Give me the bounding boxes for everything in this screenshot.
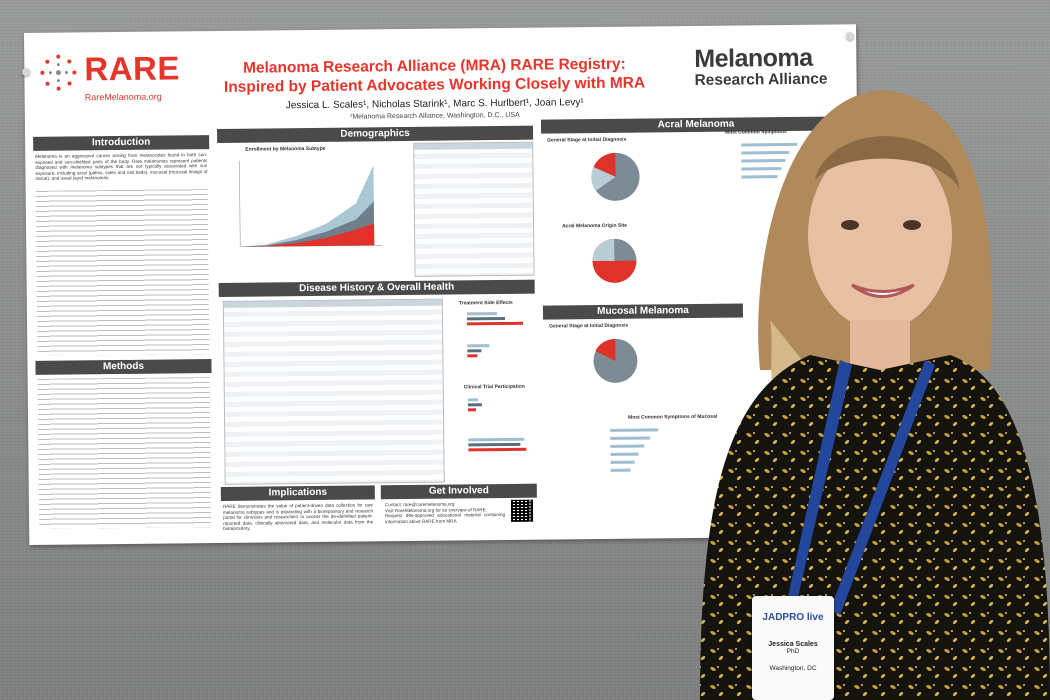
section-introduction: Introduction (33, 135, 210, 151)
mucosal-symptom-bar (610, 436, 651, 440)
section-get-involved: Get Involved (380, 483, 537, 500)
mucosal-symptom-bar (610, 460, 635, 464)
clinical-trial-bar (468, 437, 525, 442)
smile (851, 283, 915, 298)
introduction-body-lines (35, 189, 210, 356)
mucosal-stage-title: General Stage at Initial Diagnosis (549, 322, 629, 330)
section-methods: Methods (35, 359, 212, 375)
clinical-trial-bar (467, 398, 478, 402)
implications-text: RARE demonstrates the value of patient-d… (222, 502, 374, 532)
get-involved-item: Request IRB-approved educational materia… (385, 512, 506, 525)
side-effects-bar (467, 349, 482, 353)
side-effects-bar (467, 344, 490, 348)
poster-header: RARE RareMelanoma.org Melanoma Research … (24, 24, 857, 125)
methods-body-lines (37, 377, 212, 529)
side-effects-bar (467, 354, 478, 358)
section-disease-history: Disease History & Overall Health (218, 279, 535, 297)
hair-top (815, 136, 960, 190)
lanyard-left (785, 360, 852, 610)
side-effects-bar (467, 316, 506, 321)
qr-code (510, 499, 534, 522)
poster-title: Melanoma Research Alliance (MRA) RARE Re… (199, 54, 669, 97)
neck (850, 320, 910, 370)
clinical-trial-bar (467, 403, 482, 407)
clinical-trial-title: Clinical Trial Participation (463, 383, 525, 391)
rare-logo: RARE RareMelanoma.org (36, 43, 181, 114)
push-pin (22, 68, 30, 76)
eye-right (903, 220, 921, 230)
rare-logo-text: RARE (84, 49, 181, 88)
acral-origin-pie (592, 238, 637, 283)
poster-title-line-2: Inspired by Patient Advocates Working Cl… (223, 74, 646, 96)
side-effects-bar (466, 312, 497, 316)
presenter-photo (700, 90, 1050, 700)
section-demographics: Demographics (217, 125, 534, 143)
badge-location: Washington, DC (769, 665, 817, 672)
get-involved-list: Contact: rare@curemelanoma.org Visit Rar… (385, 501, 505, 532)
disease-history-table (222, 298, 445, 485)
mucosal-symptom-bar (610, 444, 645, 448)
enrollment-area-chart (225, 153, 387, 255)
acral-origin-title: Acral Melanoma Origin Site (562, 222, 628, 230)
introduction-text: Melanoma is an aggressive cancer arising… (35, 152, 208, 182)
badge-credential: PhD (786, 648, 800, 655)
badge-event: JADPRO live (762, 612, 824, 623)
mucosal-symptom-bar (610, 428, 659, 432)
enrollment-chart-title: Enrollment by Melanoma Subtype (245, 145, 326, 153)
treatment-side-effects-title: Treatment Side Effects (458, 299, 513, 307)
mucosal-symptom-bar (610, 452, 639, 456)
rare-logo-icon (40, 54, 77, 91)
side-effects-bar (467, 321, 524, 326)
lanyard-right (830, 360, 935, 615)
section-implications: Implications (220, 485, 375, 501)
acral-stage-pie (591, 152, 640, 201)
demographics-table (413, 141, 535, 277)
acral-stage-title: General Stage at Initial Diagnosis (547, 136, 627, 144)
face (808, 140, 952, 330)
clinical-trial-bar (468, 447, 527, 452)
research-poster: RARE RareMelanoma.org Melanoma Research … (24, 24, 862, 545)
mucosal-stage-pie (593, 338, 638, 383)
clinical-trial-bar (467, 408, 476, 412)
poster-authors: Jessica L. Scales¹, Nicholas Starink¹, M… (285, 97, 584, 112)
enrollment-series-mucosal (240, 223, 375, 247)
clinical-trial-bar (468, 442, 521, 447)
rare-logo-url: RareMelanoma.org (84, 91, 162, 103)
badge-name: Jessica Scales (768, 641, 818, 648)
mra-logo-line-1: Melanoma (694, 43, 813, 73)
push-pin (846, 32, 854, 40)
mucosal-symptom-bar (610, 468, 631, 472)
eye-left (841, 220, 859, 230)
name-badge: JADPRO live Jessica Scales PhD Washingto… (752, 596, 834, 700)
